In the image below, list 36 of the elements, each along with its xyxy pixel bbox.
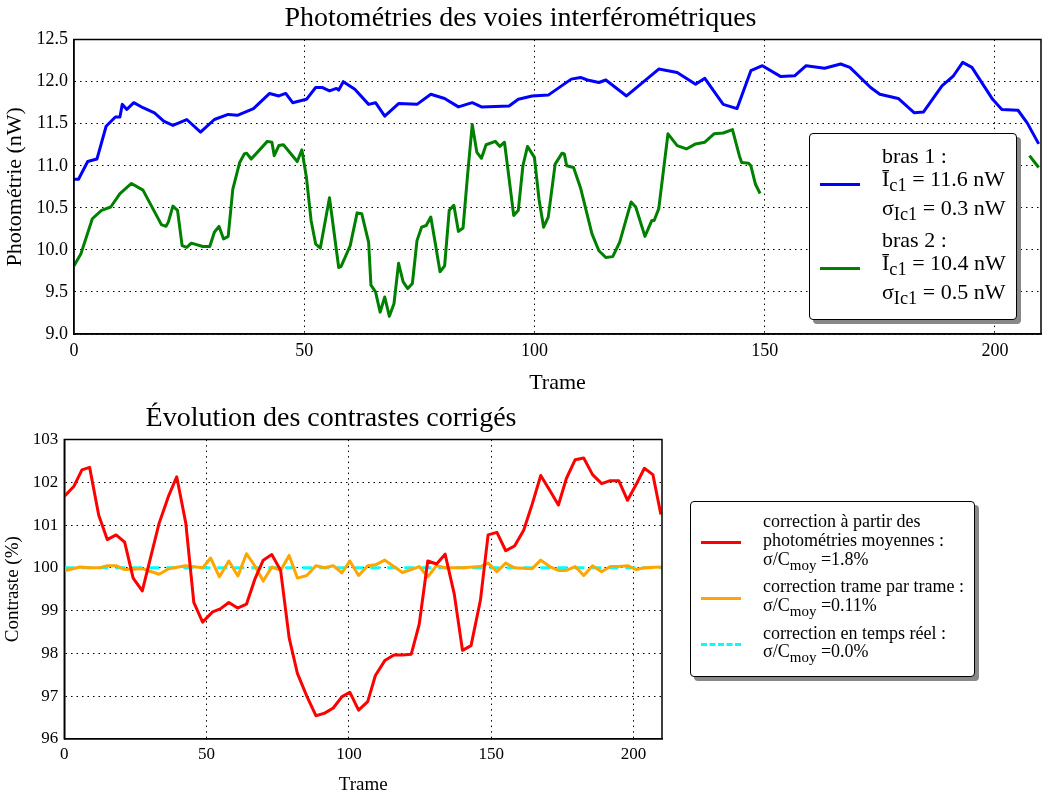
x-tick-label: 50: [198, 744, 216, 764]
x-tick-label: 150: [751, 339, 779, 360]
y-tick-label: 11.5: [37, 112, 68, 133]
y-tick-label: 10.0: [36, 238, 68, 259]
x-tick-label: 100: [520, 339, 548, 360]
y-tick-label: 98: [41, 642, 59, 662]
x-axis-title: Trame: [529, 368, 586, 394]
y-tick-label: 10.5: [36, 196, 68, 217]
y-tick-label: 101: [32, 514, 59, 534]
legend-label: correction en temps réel : σ/C$_{moy}$ =0.0%: [763, 622, 946, 666]
y-tick-label: 12.5: [36, 28, 68, 49]
legend-label: correction à partir des photométries moyennes : σ/C$_{moy}$ =1.8%: [763, 511, 944, 574]
x-tick-label: 150: [478, 744, 504, 764]
y-tick-label: 12.0: [36, 70, 68, 91]
legend-label: bras 2 : Ī$_{c1}$ = 10.4 nW σ$_{Ic1}$ = 0.5 nW: [882, 227, 1006, 309]
y-tick-label: 100: [32, 557, 59, 577]
y-tick-label: 97: [41, 685, 59, 705]
chart-title: Évolution des contrastes corrigés: [145, 401, 517, 433]
y-tick-label: 9.5: [45, 280, 68, 301]
y-tick-label: 9.0: [45, 322, 68, 343]
y-tick-label: 96: [41, 728, 59, 748]
x-tick-label: 0: [69, 339, 79, 360]
y-axis-title: Photométrie (nW): [0, 107, 26, 267]
x-tick-label: 200: [981, 339, 1009, 360]
y-tick-label: 11.0: [37, 154, 68, 175]
y-tick-label: 99: [41, 600, 59, 620]
x-tick-label: 0: [60, 744, 69, 764]
y-tick-label: 103: [32, 429, 59, 449]
chart-title: Photométries des voies interférométriques: [284, 1, 757, 33]
y-axis-title: Contraste (%): [1, 536, 24, 643]
x-tick-label: 100: [336, 744, 362, 764]
legend-label: correction trame par trame : σ/C$_{moy}$ =0.11%: [763, 576, 964, 620]
y-tick-label: 102: [32, 471, 59, 491]
x-axis-title: Trame: [338, 772, 388, 794]
x-tick-label: 200: [620, 744, 647, 764]
x-tick-label: 50: [295, 339, 314, 360]
